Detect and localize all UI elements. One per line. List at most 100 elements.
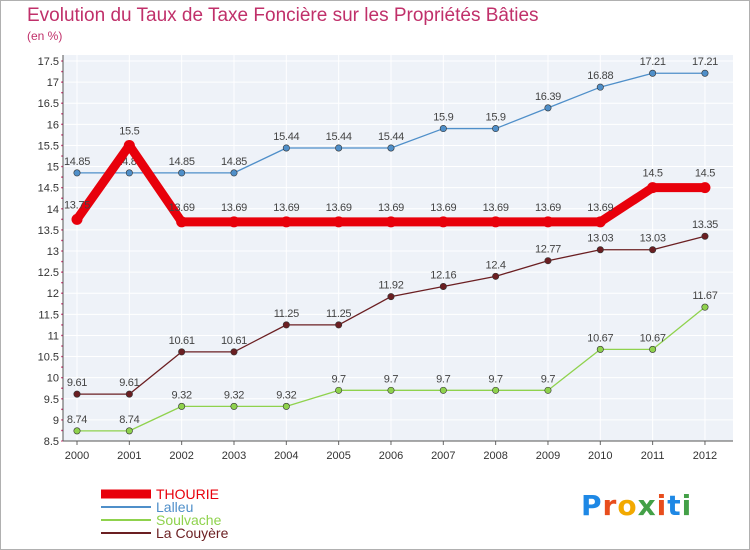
data-point-thourie [176,216,188,228]
data-point-lalleu [335,144,343,152]
y-tick-label: 13 [47,246,59,258]
y-axis-dot [61,313,63,316]
y-axis-dot [61,324,63,326]
data-label-soulvache: 9.7 [541,373,556,385]
y-axis-dot [61,70,63,73]
x-tick-label: 2004 [274,450,298,462]
data-label-lalleu: 15.44 [326,131,352,143]
x-tick-label: 2005 [326,450,350,462]
y-axis-dot [61,419,63,421]
y-tick-label: 14 [47,204,59,216]
y-tick-label: 8.5 [44,436,59,448]
y-axis-dot [61,112,63,115]
data-label-thourie: 13.69 [587,202,613,214]
legend-label-thourie: THOURIE [156,486,219,502]
data-point-couyere [387,293,395,301]
data-label-lalleu: 15.44 [378,131,404,143]
data-point-couyere [125,390,133,398]
data-label-couyere: 13.35 [692,219,718,231]
data-label-soulvache: 9.7 [436,373,451,385]
x-tick-label: 2007 [431,450,455,462]
y-axis-dot [61,250,63,252]
data-label-soulvache: 9.32 [224,389,244,401]
y-axis-dot [61,302,63,305]
chart-title: Evolution du Taux de Taxe Foncière sur l… [27,5,539,26]
data-point-soulvache [439,386,447,394]
y-tick-label: 13.5 [38,225,59,237]
data-point-soulvache [335,386,343,394]
data-point-couyere [439,282,447,290]
logo-letter: i [681,489,693,522]
y-tick-label: 10 [47,373,59,385]
plot-area [63,55,733,441]
y-axis-dot [61,197,63,200]
y-axis-dot [61,334,63,337]
y-tick-label: 11.5 [38,309,59,321]
data-label-couyere: 12.77 [535,244,561,256]
y-axis-dot [61,271,63,273]
data-label-lalleu: 14.85 [221,156,247,168]
data-point-couyere [282,321,290,329]
y-tick-label: 16 [47,119,59,131]
logo-letter: P [581,489,603,522]
data-point-thourie [385,216,397,228]
logo-letter: o [617,489,638,522]
data-point-soulvache [544,386,552,394]
data-label-thourie: 13.69 [169,202,195,214]
y-axis-dot [61,408,63,411]
data-point-soulvache [125,427,133,435]
data-label-lalleu: 17.21 [640,56,666,68]
data-label-couyere: 9.61 [67,377,87,389]
data-point-lalleu [387,144,395,152]
data-label-thourie: 13.69 [430,202,456,214]
y-axis-dot [61,176,63,178]
data-point-lalleu [178,169,186,177]
data-label-couyere: 13.03 [640,233,666,245]
data-label-soulvache: 9.7 [331,373,346,385]
chart-subtitle: (en %) [27,29,63,43]
data-point-couyere [596,246,604,254]
y-axis-dot [61,292,63,295]
y-tick-label: 9 [53,415,59,427]
x-tick-label: 2001 [117,450,141,462]
y-axis-dot [61,155,63,157]
x-tick-label: 2012 [693,450,717,462]
y-axis-dot [61,387,63,390]
logo-letter: x [637,489,657,522]
y-axis-dot [61,397,63,400]
data-point-couyere [492,272,500,280]
data-point-couyere [544,257,552,265]
y-tick-label: 14.5 [38,183,59,195]
data-label-couyere: 11.25 [326,308,351,320]
data-label-soulvache: 8.74 [119,414,139,426]
data-point-soulvache [387,386,395,394]
y-axis-dot [61,429,63,432]
data-label-soulvache: 9.32 [276,389,296,401]
legend-label-lalleu: Lalleu [156,499,193,515]
y-tick-label: 11 [48,330,59,342]
y-axis-dot [61,345,63,347]
data-label-lalleu: 15.9 [486,112,506,124]
data-label-lalleu: 15.44 [273,131,299,143]
data-label-thourie: 13.69 [483,202,509,214]
y-axis-dot [61,281,63,284]
y-axis-dot [61,60,63,62]
data-point-couyere [73,390,81,398]
y-axis-dot [61,81,63,83]
data-point-thourie [490,216,502,228]
data-label-couyere: 11.25 [274,308,299,320]
data-point-soulvache [492,386,500,394]
data-label-soulvache: 10.67 [640,332,666,344]
data-point-soulvache [230,402,238,410]
y-axis-dot [61,229,63,231]
data-point-thourie [542,216,554,228]
data-label-thourie: 14.5 [695,168,715,180]
y-tick-label: 17.5 [38,56,59,68]
data-label-lalleu: 14.85 [169,156,195,168]
data-label-soulvache: 9.32 [172,389,192,401]
x-tick-label: 2003 [222,450,246,462]
data-point-couyere [649,246,657,254]
data-label-thourie: 14.5 [643,168,663,180]
y-axis-dot [61,165,63,168]
data-point-soulvache [282,402,290,410]
